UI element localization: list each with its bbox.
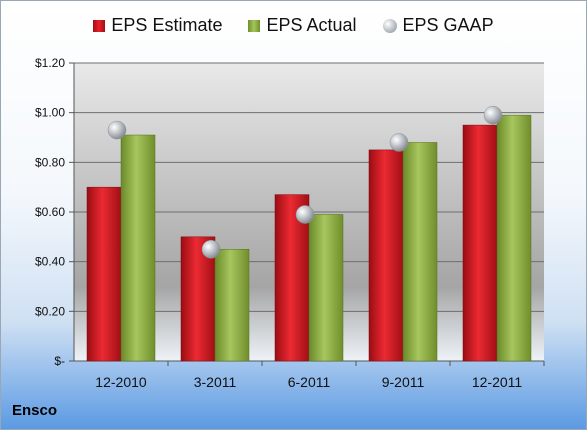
legend-label-eps-estimate: EPS Estimate: [111, 15, 223, 35]
y-tick-label: $0.60: [35, 205, 65, 219]
marker-eps-gaap: [389, 133, 409, 152]
bar-eps-actual: [402, 142, 438, 362]
bar-eps-actual: [214, 249, 250, 362]
bar-eps-estimate: [86, 186, 122, 362]
y-tick-label: $1.00: [35, 106, 65, 120]
bar-eps-actual: [120, 134, 156, 362]
gaap-markers: [107, 105, 503, 259]
marker-eps-gaap: [483, 105, 503, 125]
bar-eps-actual: [308, 214, 344, 362]
legend-swatch-eps-gaap: [382, 18, 397, 33]
legend-item-eps-actual: EPS Actual: [248, 15, 357, 36]
x-axis-categories: 12-2010 3-2011 6-2011 9-2011 12-2011: [95, 361, 545, 390]
y-tick-label: $0.20: [35, 304, 65, 318]
y-tick-label: $0.80: [35, 155, 65, 169]
marker-eps-gaap: [107, 120, 127, 140]
y-tick-label: $0.40: [35, 255, 65, 269]
bar-eps-estimate: [368, 149, 404, 362]
legend-swatch-eps-estimate: [93, 19, 106, 32]
legend-label-eps-gaap: EPS GAAP: [402, 15, 494, 35]
x-category-label: 9-2011: [382, 374, 425, 390]
company-name: Ensco: [12, 402, 58, 419]
bars: [86, 114, 532, 362]
x-category-label: 3-2011: [194, 374, 237, 390]
legend: EPS Estimate EPS Actual EPS GAAP: [1, 15, 586, 36]
y-axis-ticks: $- $0.20 $0.40 $0.60 $0.80 $1.00 $1.20: [35, 56, 65, 368]
bar-eps-actual: [496, 114, 532, 362]
y-tick-label: $1.20: [35, 56, 65, 70]
bar-eps-estimate: [462, 124, 498, 362]
legend-swatch-eps-actual: [248, 19, 261, 32]
x-category-label: 12-2010: [95, 374, 147, 390]
legend-item-eps-estimate: EPS Estimate: [93, 15, 222, 36]
marker-eps-gaap: [295, 205, 315, 224]
x-category-label: 6-2011: [288, 374, 331, 390]
marker-eps-gaap: [201, 240, 221, 259]
x-category-label: 12-2011: [472, 374, 523, 390]
legend-label-eps-actual: EPS Actual: [266, 15, 357, 35]
y-tick-label: $-: [54, 354, 65, 368]
legend-item-eps-gaap: EPS GAAP: [382, 15, 494, 36]
